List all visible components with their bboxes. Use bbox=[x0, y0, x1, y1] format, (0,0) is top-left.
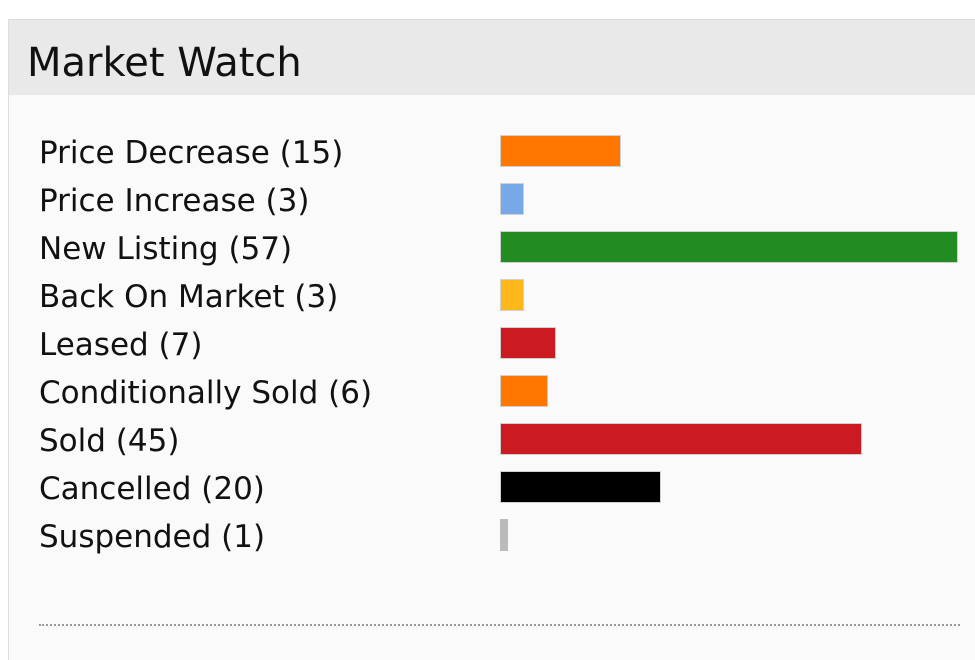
bar-sold bbox=[500, 423, 862, 455]
bar-conditionally-sold bbox=[500, 375, 548, 407]
bar-row-suspended: Suspended1 bbox=[9, 513, 975, 561]
category-name: Back On Market bbox=[39, 279, 285, 315]
bar-row-sold: Sold45 bbox=[9, 417, 975, 465]
bar-label-new-listing[interactable]: New Listing57 bbox=[39, 225, 292, 273]
divider bbox=[39, 624, 960, 626]
category-count: 3 bbox=[256, 183, 310, 219]
bar-leased bbox=[500, 327, 556, 359]
category-count: 1 bbox=[211, 519, 265, 555]
bar-suspended bbox=[500, 519, 508, 551]
bar-new-listing bbox=[500, 231, 958, 263]
market-watch-chart: Price Decrease15Price Increase3New Listi… bbox=[9, 95, 975, 660]
bar-row-price-decrease: Price Decrease15 bbox=[9, 129, 975, 177]
category-name: Sold bbox=[39, 423, 106, 459]
bar-row-conditionally-sold: Conditionally Sold6 bbox=[9, 369, 975, 417]
category-name: Conditionally Sold bbox=[39, 375, 319, 411]
bar-label-suspended[interactable]: Suspended1 bbox=[39, 513, 265, 561]
bar-price-increase bbox=[500, 183, 524, 215]
bar-label-conditionally-sold[interactable]: Conditionally Sold6 bbox=[39, 369, 372, 417]
panel-header: Market Watch bbox=[9, 20, 975, 95]
category-name: Price Increase bbox=[39, 183, 256, 219]
category-name: Leased bbox=[39, 327, 149, 363]
category-count: 45 bbox=[106, 423, 180, 459]
category-name: Cancelled bbox=[39, 471, 192, 507]
bar-row-cancelled: Cancelled20 bbox=[9, 465, 975, 513]
market-watch-panel: Market Watch Price Decrease15Price Incre… bbox=[8, 19, 975, 660]
panel-title: Market Watch bbox=[27, 40, 302, 86]
bar-label-leased[interactable]: Leased7 bbox=[39, 321, 203, 369]
bar-back-on-market bbox=[500, 279, 524, 311]
bar-label-back-on-market[interactable]: Back On Market3 bbox=[39, 273, 338, 321]
category-count: 57 bbox=[219, 231, 293, 267]
bar-row-price-increase: Price Increase3 bbox=[9, 177, 975, 225]
category-name: Price Decrease bbox=[39, 135, 270, 171]
category-count: 7 bbox=[149, 327, 203, 363]
category-name: New Listing bbox=[39, 231, 219, 267]
bar-row-leased: Leased7 bbox=[9, 321, 975, 369]
category-count: 3 bbox=[285, 279, 339, 315]
bar-label-sold[interactable]: Sold45 bbox=[39, 417, 179, 465]
bar-cancelled bbox=[500, 471, 661, 503]
bar-label-price-increase[interactable]: Price Increase3 bbox=[39, 177, 309, 225]
bar-price-decrease bbox=[500, 135, 621, 167]
bar-row-back-on-market: Back On Market3 bbox=[9, 273, 975, 321]
category-count: 15 bbox=[270, 135, 344, 171]
bar-label-cancelled[interactable]: Cancelled20 bbox=[39, 465, 265, 513]
category-count: 20 bbox=[191, 471, 265, 507]
bar-label-price-decrease[interactable]: Price Decrease15 bbox=[39, 129, 343, 177]
category-count: 6 bbox=[318, 375, 372, 411]
category-name: Suspended bbox=[39, 519, 212, 555]
bar-row-new-listing: New Listing57 bbox=[9, 225, 975, 273]
